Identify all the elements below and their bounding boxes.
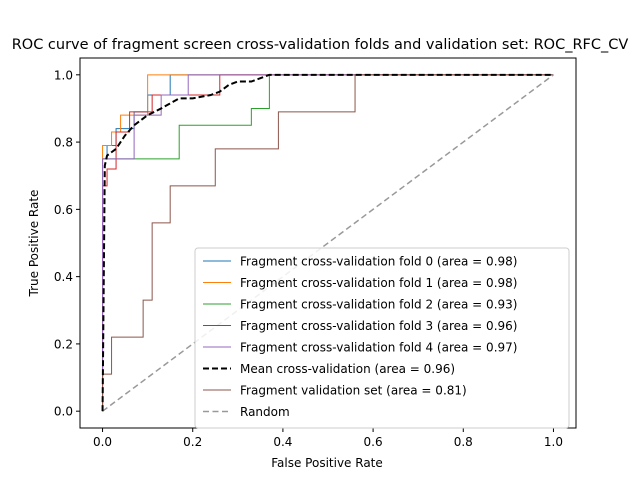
plot-area bbox=[101, 73, 554, 412]
x-axis-label: False Positive Rate bbox=[271, 456, 383, 470]
x-tick-label: 0.8 bbox=[454, 435, 473, 449]
legend-box bbox=[194, 247, 570, 429]
chart-title: ROC curve of fragment screen cross-valid… bbox=[12, 37, 629, 53]
y-tick-label: 0.4 bbox=[54, 270, 73, 284]
x-tick-label: 1.0 bbox=[544, 435, 563, 449]
series-line-6 bbox=[102, 74, 554, 412]
x-tick-label: 0.6 bbox=[364, 435, 383, 449]
legend-entry-5: Mean cross-validation (area = 0.96) bbox=[240, 362, 455, 376]
legend-entry-0: Fragment cross-validation fold 0 (area =… bbox=[240, 255, 517, 269]
legend: Fragment cross-validation fold 0 (area =… bbox=[194, 247, 570, 429]
series-line-1 bbox=[102, 74, 554, 412]
y-axis-label: True Positive Rate bbox=[27, 190, 41, 298]
legend-entry-6: Fragment validation set (area = 0.81) bbox=[240, 384, 467, 398]
y-tick-label: 0.0 bbox=[54, 405, 73, 419]
legend-entry-7: Random bbox=[240, 405, 290, 419]
y-tick-label: 0.6 bbox=[54, 203, 73, 217]
legend-entry-2: Fragment cross-validation fold 2 (area =… bbox=[240, 298, 517, 312]
y-tick-label: 0.8 bbox=[54, 136, 73, 150]
y-tick-label: 1.0 bbox=[54, 68, 73, 82]
x-tick-label: 0.0 bbox=[93, 435, 112, 449]
x-tick-label: 0.2 bbox=[183, 435, 202, 449]
x-tick-label: 0.4 bbox=[273, 435, 292, 449]
series-line-4 bbox=[102, 74, 554, 412]
legend-entry-3: Fragment cross-validation fold 3 (area =… bbox=[240, 319, 517, 333]
axis-ticks: 0.0 0.2 0.4 0.6 0.8 1.0 0.0 0.2 0.4 0.6 0.8 1.0 bbox=[54, 68, 563, 449]
legend-entry-4: Fragment cross-validation fold 4 (area =… bbox=[240, 341, 517, 355]
series-line-7 bbox=[102, 74, 554, 412]
legend-entry-1: Fragment cross-validation fold 1 (area =… bbox=[240, 276, 517, 290]
series-line-2 bbox=[102, 74, 554, 412]
y-tick-label: 0.2 bbox=[54, 337, 73, 351]
series-line-5 bbox=[101, 73, 554, 412]
